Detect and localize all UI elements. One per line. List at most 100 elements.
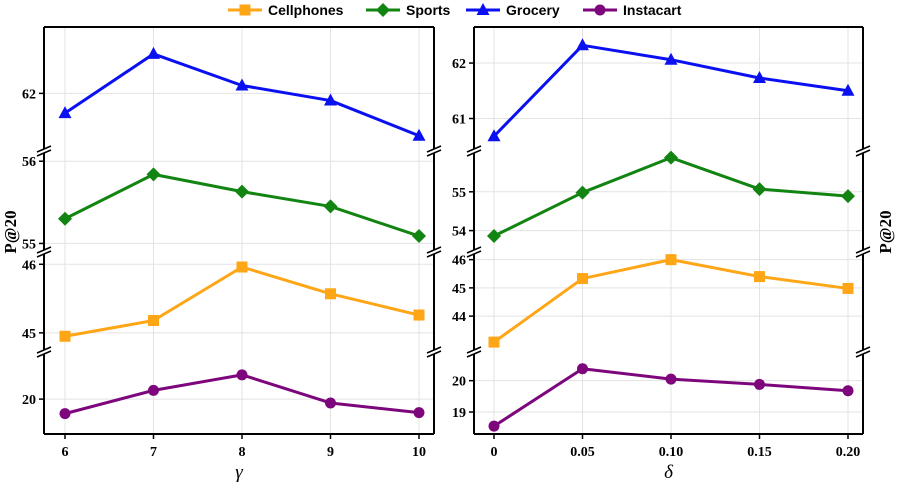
x-axis-label-delta: δ [664,462,674,483]
data-point-sports-gamma [412,229,426,244]
axis-break-mark [466,250,482,258]
band-cellphones-gamma: 45 46 [22,254,435,350]
data-point-instacart-gamma [236,369,248,381]
data-point-grocery-gamma [412,128,426,141]
data-point-grocery-gamma [235,78,249,91]
data-point-instacart-delta [577,363,588,375]
axis-break-mark [426,350,442,358]
x-tick-label: 9 [327,445,334,460]
data-point-sports-gamma [146,167,161,182]
data-point-instacart-delta [842,385,854,397]
data-point-instacart-delta [665,373,677,385]
axis-break-mark [466,246,482,254]
axis-break-gap [38,250,50,254]
axis-break-gap [428,149,440,153]
data-point-sports-gamma [323,199,338,214]
axis-breaks-delta [466,145,871,358]
axis-break-mark [426,250,442,258]
data-point-cellphones-gamma [236,261,248,273]
panel-gamma: 62 55 56 45 46 20 6 7 8 9 10 γ [22,26,442,483]
data-point-instacart-delta [754,378,765,390]
y-tick-label: 45 [22,327,36,342]
axis-break-mark [36,145,52,153]
axis-break-gap [38,149,50,153]
data-point-cellphones-delta [754,271,765,283]
axis-break-gap [38,350,50,354]
axis-break-gap [428,250,440,254]
y-tick-label: 62 [22,87,36,102]
axis-break-mark [466,145,482,153]
axis-break-mark [426,145,442,153]
data-point-cellphones-delta [842,282,854,294]
data-point-grocery-gamma [324,93,337,106]
data-point-grocery-delta [664,52,678,65]
axis-break-mark [466,350,482,358]
y-tick-label: 45 [452,282,466,297]
band-grocery-gamma: 62 [22,26,435,149]
y-tick-label: 20 [452,375,466,390]
y-tick-label: 61 [452,113,466,128]
data-point-sports-delta [575,185,590,200]
data-point-cellphones-gamma [59,330,71,342]
data-point-grocery-gamma [147,46,160,59]
axis-break-mark [855,246,871,254]
axis-break-mark [466,149,482,157]
data-point-cellphones-gamma [148,315,159,327]
axis-break-gap [428,350,440,354]
x-axis-label-gamma: γ [235,462,243,483]
axis-break-mark [466,346,482,354]
axis-break-gap [468,250,480,254]
legend-marker-cellphones [239,4,251,16]
axis-break-mark [36,149,52,157]
legend-marker-instacart [594,4,606,16]
band-grocery-delta: 61 62 [452,26,864,149]
x-tick-label: 0 [491,445,498,460]
data-point-grocery-gamma [58,106,72,119]
axis-break-mark [36,350,52,358]
legend-label-sports: Sports [406,2,451,18]
band-sports-gamma: 55 56 [22,153,435,252]
axis-break-mark [426,246,442,254]
data-point-instacart-gamma [413,407,425,419]
y-axis-label-right: P@20 [876,210,895,253]
axis-break-mark [36,246,52,254]
y-tick-label: 62 [452,57,466,72]
data-point-sports-delta [752,182,767,197]
data-point-grocery-delta [487,129,501,142]
legend-label-instacart: Instacart [623,2,682,18]
x-axis-delta: 0 0.05 0.10 0.15 0.20 δ [491,434,860,483]
data-point-instacart-gamma [148,384,159,396]
data-point-sports-delta [487,229,501,244]
data-point-sports-gamma [235,184,249,199]
y-axis-label-left: P@20 [1,210,20,253]
y-tick-label: 19 [452,406,466,421]
axis-breaks-gamma [36,145,442,358]
band-instacart-gamma: 20 [22,354,435,435]
x-tick-label: 7 [150,445,157,460]
legend-item-sports: Sports [366,2,451,18]
y-tick-label: 54 [452,225,466,240]
data-point-cellphones-gamma [413,309,425,321]
axis-break-mark [855,346,871,354]
legend-item-instacart: Instacart [583,2,682,18]
axis-break-mark [426,149,442,157]
axis-break-gap [857,350,869,354]
data-point-sports-delta [664,150,678,165]
data-point-instacart-gamma [59,408,71,420]
x-tick-label: 0.10 [659,445,684,460]
x-axis-gamma: 6 7 8 9 10 γ [62,434,426,483]
legend-item-grocery: Grocery [466,2,560,18]
data-point-cellphones-gamma [325,288,336,300]
axis-break-mark [855,149,871,157]
y-tick-label: 46 [452,254,466,269]
data-point-instacart-delta [488,420,500,432]
legend-marker-sports [376,3,390,17]
data-point-cellphones-delta [665,254,677,266]
axis-break-gap [857,149,869,153]
data-point-sports-gamma [58,211,72,226]
y-tick-label: 20 [22,393,36,408]
axis-break-mark [855,350,871,358]
data-point-sports-delta [841,189,855,204]
y-tick-label: 46 [22,258,36,273]
